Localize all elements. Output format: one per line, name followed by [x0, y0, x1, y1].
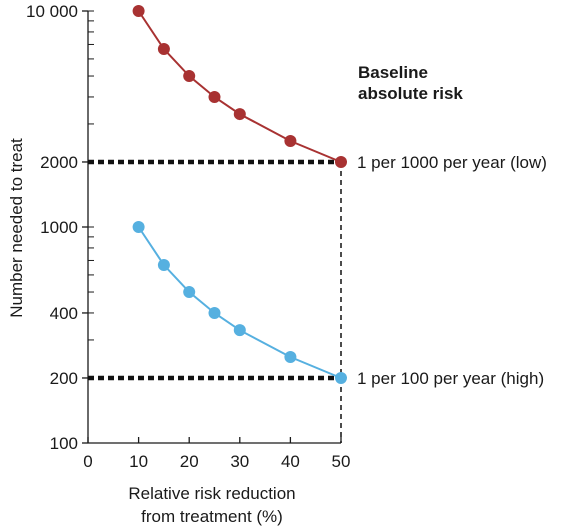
y-tick-label: 2000: [40, 153, 78, 172]
series-2-point: [183, 286, 196, 299]
x-tick-label: 0: [83, 452, 92, 471]
series-2-point: [284, 351, 297, 364]
x-axis-title-line-1: Relative risk reduction: [128, 484, 295, 503]
series-1-point: [335, 155, 347, 168]
series-line-2: [137, 226, 342, 379]
series-1-point: [132, 5, 145, 17]
legend-title-line-1: Baseline: [358, 63, 428, 82]
series-2-point: [208, 306, 221, 319]
y-tick-label: 400: [50, 304, 78, 323]
x-tick-label: 10: [129, 452, 148, 471]
y-tick-label: 10 000: [26, 2, 78, 21]
series-label-1: 1 per 1000 per year (low): [357, 153, 547, 172]
reference-lines: [88, 159, 342, 443]
legend-title-line-2: absolute risk: [358, 84, 463, 103]
series-1-point: [208, 90, 221, 103]
series-1-point: [233, 108, 246, 121]
x-tick-label: 40: [281, 452, 300, 471]
labels-group: Baseline absolute risk Relative risk red…: [7, 63, 463, 526]
series-2-point: [132, 221, 145, 233]
x-tick-label: 20: [180, 452, 199, 471]
series-group: 1 per 1000 per year (low) 1 per 100 per y…: [132, 5, 547, 388]
y-axis-title: Number needed to treat: [7, 138, 26, 318]
y-tick-label: 1000: [40, 218, 78, 237]
series-2-point: [335, 371, 347, 384]
series-2-point: [233, 324, 246, 337]
series-label-2: 1 per 100 per year (high): [357, 369, 544, 388]
x-axis-title-line-2: from treatment (%): [141, 507, 283, 526]
x-tick-label: 30: [230, 452, 249, 471]
axes: 100 200 400 1000 2000 10 000 0 10 20 30 40 50: [26, 2, 350, 471]
y-tick-label: 200: [50, 369, 78, 388]
y-tick-label: 100: [50, 434, 78, 453]
series-2-point: [157, 258, 170, 271]
series-1-point: [284, 135, 297, 148]
series-line-1: [137, 10, 342, 163]
series-1-point: [183, 70, 196, 83]
x-tick-label: 50: [332, 452, 351, 471]
series-1-point: [157, 43, 170, 56]
